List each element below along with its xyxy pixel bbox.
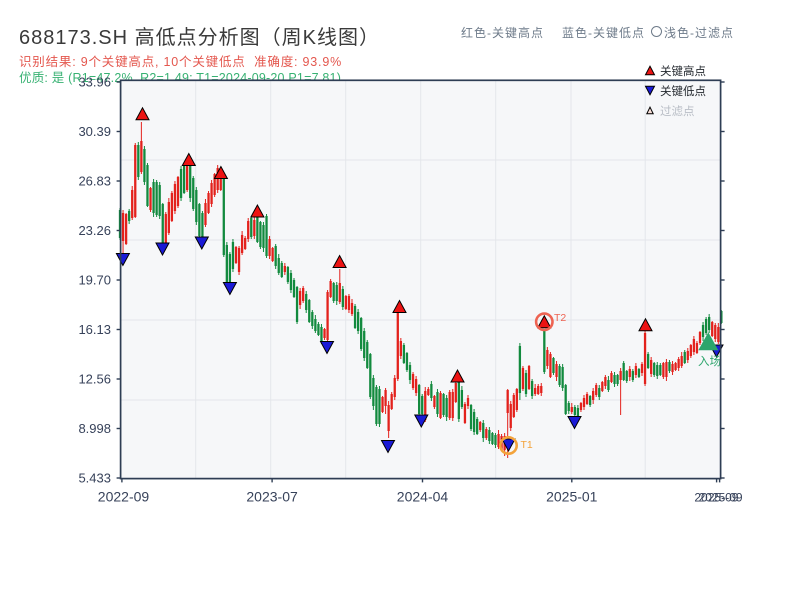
svg-text:2025-01: 2025-01 [546,488,598,504]
svg-text:2023-07: 2023-07 [246,488,298,504]
svg-text:26.83: 26.83 [78,174,111,189]
svg-text:2024-04: 2024-04 [397,488,449,504]
svg-text:关键高点: 关键高点 [660,64,706,78]
svg-text:入场: 入场 [698,354,721,368]
svg-text:33.96: 33.96 [78,75,111,90]
svg-text:过滤点: 过滤点 [660,105,695,118]
svg-text:12.56: 12.56 [78,372,111,387]
svg-text:8.998: 8.998 [78,421,111,436]
svg-text:30.39: 30.39 [78,124,111,139]
svg-text:2025-09: 2025-09 [694,490,738,504]
svg-text:23.26: 23.26 [78,223,111,238]
svg-text:5.433: 5.433 [78,471,111,486]
svg-text:关键低点: 关键低点 [660,84,706,98]
svg-text:19.70: 19.70 [78,273,111,288]
svg-text:16.13: 16.13 [78,322,111,337]
svg-text:T2: T2 [554,312,566,324]
svg-text:T1: T1 [521,439,533,451]
svg-text:2025-09: 2025-09 [699,490,743,504]
svg-text:2022-09: 2022-09 [98,488,150,504]
